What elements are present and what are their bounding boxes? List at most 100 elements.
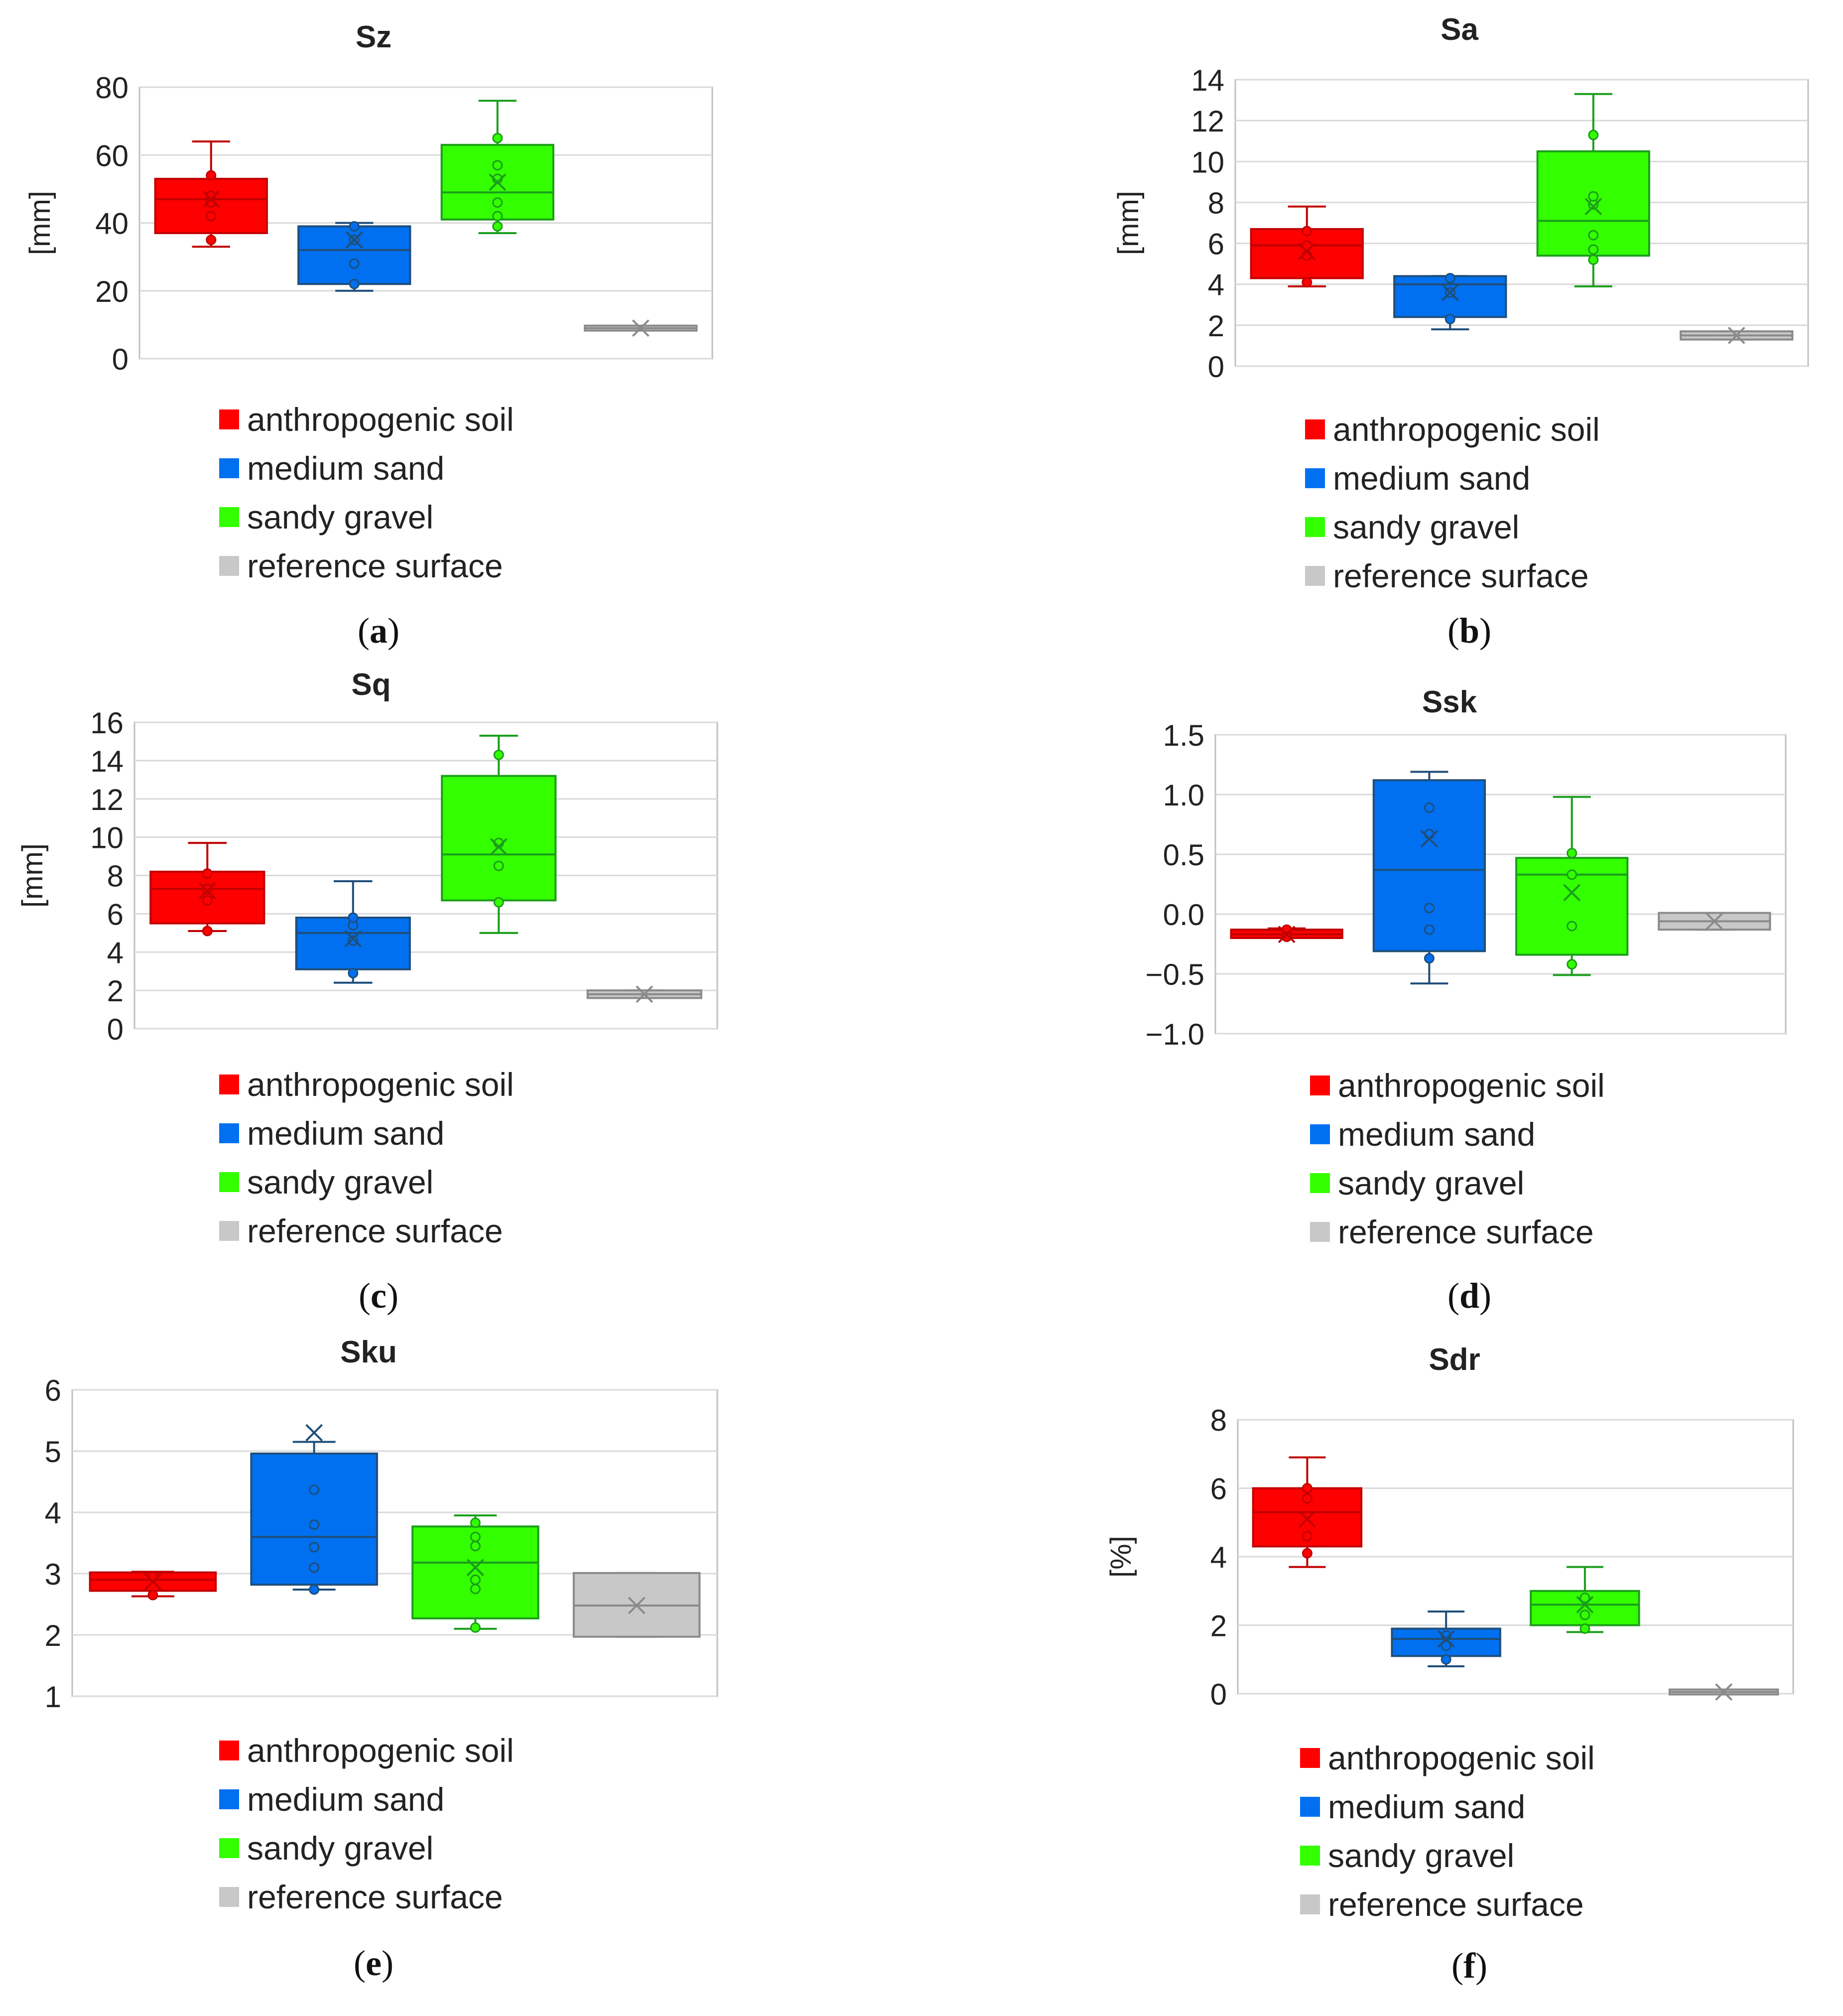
data-point: [470, 1517, 481, 1528]
y-axis-label: [mm]: [16, 843, 49, 908]
legend-item-anthropogenic-soil: anthropogenic soil: [219, 1060, 514, 1109]
data-point: [1588, 191, 1599, 202]
mean-marker: [144, 1573, 162, 1591]
caption-a: (a): [358, 611, 399, 651]
y-tick-label: 5: [45, 1435, 61, 1469]
legend-label: reference surface: [1338, 1213, 1594, 1250]
box-reference-surface: [1680, 326, 1794, 344]
legend-swatch-medium-sand: [1310, 1124, 1330, 1144]
data-point: [1281, 932, 1292, 942]
legend-label: sandy gravel: [247, 1164, 434, 1201]
y-tick-label: 2: [45, 1619, 61, 1652]
mean-marker: [344, 930, 362, 947]
data-point: [1567, 869, 1578, 880]
legend-item-sandy-gravel: sandy gravel: [219, 1158, 514, 1207]
mean-marker: [1563, 884, 1581, 902]
legend-item-anthropogenic-soil: anthropogenic soil: [219, 1726, 514, 1775]
legend-label: medium sand: [247, 1115, 445, 1152]
legend-label: sandy gravel: [247, 1830, 434, 1867]
chart-title: Sku: [340, 1335, 397, 1369]
data-point: [492, 160, 503, 171]
legend-label: medium sand: [247, 1781, 445, 1818]
legend-swatch-reference-surface: [219, 1221, 239, 1241]
mean-marker: [636, 985, 654, 1003]
y-tick-label: 0: [1208, 350, 1224, 384]
box-anthropogenic-soil: [149, 842, 265, 937]
legend-label: medium sand: [1338, 1116, 1536, 1153]
data-point: [1580, 1623, 1590, 1634]
mean-marker: [305, 1424, 323, 1442]
box-medium-sand: [1372, 771, 1486, 985]
chart-panel-a: Sz 0 20 40 60 80 [mm] anthropogenic soil mediu…: [0, 0, 747, 658]
data-point: [470, 1531, 481, 1542]
box-sandy-gravel: [441, 734, 557, 934]
data-point: [348, 935, 359, 946]
chart-panel-b: Sa 0 2 4 6 8 10 12 14 [mm] anthropogenic soil med…: [1071, 0, 1843, 658]
legend-label: medium sand: [1328, 1788, 1526, 1825]
y-tick-label: 6: [45, 1374, 61, 1407]
legend-label: reference surface: [247, 1212, 503, 1249]
mean-marker: [1576, 1596, 1594, 1613]
box-anthropogenic-soil: [89, 1571, 217, 1601]
mean-marker: [1278, 926, 1296, 943]
data-point: [1567, 959, 1578, 970]
legend-label: reference surface: [1333, 557, 1589, 594]
legend-swatch-reference-surface: [219, 556, 239, 576]
legend-label: anthropogenic soil: [1328, 1740, 1595, 1776]
legend-item-reference-surface: reference surface: [1310, 1208, 1605, 1256]
data-point: [1302, 1483, 1313, 1493]
y-tick-label: 14: [1191, 64, 1224, 97]
legend-label: sandy gravel: [1338, 1165, 1525, 1202]
legend-swatch-reference-surface: [219, 1887, 239, 1907]
box-sandy-gravel: [411, 1514, 539, 1633]
mean-marker: [345, 231, 363, 249]
legend-swatch-medium-sand: [219, 1789, 239, 1809]
box-reference-surface: [584, 319, 698, 337]
legend-item-medium-sand: medium sand: [1305, 454, 1600, 503]
data-point: [1424, 924, 1435, 935]
legend-label: anthropogenic soil: [247, 1066, 514, 1103]
y-tick-label: 3: [45, 1558, 61, 1591]
data-point: [349, 258, 360, 269]
legend-swatch-medium-sand: [1305, 468, 1325, 488]
legend-swatch-sandy-gravel: [1305, 517, 1325, 537]
data-point: [1302, 1531, 1313, 1542]
legend-swatch-medium-sand: [219, 458, 239, 478]
plot-area: [71, 1389, 718, 1697]
y-tick-label: 12: [1191, 105, 1224, 138]
box-sandy-gravel: [1515, 796, 1629, 976]
legend-label: reference surface: [247, 547, 503, 584]
legend-d: anthropogenic soil medium sand sandy gra…: [1310, 1061, 1605, 1256]
data-point: [206, 170, 217, 181]
y-tick-label: 40: [95, 207, 129, 241]
data-point: [493, 860, 504, 871]
legend-item-reference-surface: reference surface: [1300, 1880, 1595, 1929]
mean-marker: [489, 173, 507, 191]
legend-swatch-reference-surface: [1305, 566, 1325, 586]
data-point: [309, 1562, 320, 1573]
legend-swatch-sandy-gravel: [219, 1172, 239, 1192]
legend-item-reference-surface: reference surface: [219, 1207, 514, 1255]
data-point: [1588, 230, 1599, 241]
chart-c: Sq 0 2 4 6 8 10 12 14 16 [mm]: [16, 668, 718, 1046]
plot-area: [1214, 734, 1787, 1035]
legend-item-medium-sand: medium sand: [219, 444, 514, 493]
y-tick-label: 4: [1208, 269, 1224, 302]
legend-label: sandy gravel: [1328, 1837, 1515, 1874]
y-tick-label: 1.0: [1163, 779, 1204, 812]
legend-b: anthropogenic soil medium sand sandy gra…: [1305, 405, 1600, 600]
y-axis-label: [mm]: [1112, 191, 1145, 255]
y-tick-label: 8: [1210, 1404, 1227, 1437]
data-point: [1302, 277, 1313, 288]
chart-b: Sa 0 2 4 6 8 10 12 14 [mm]: [1112, 12, 1809, 384]
legend-label: anthropogenic soil: [1333, 411, 1600, 448]
chart-title: Sdr: [1429, 1343, 1480, 1377]
legend-swatch-anthropogenic-soil: [219, 1075, 239, 1094]
mean-marker: [1441, 283, 1459, 301]
legend-swatch-sandy-gravel: [1310, 1173, 1330, 1193]
legend-item-medium-sand: medium sand: [1310, 1110, 1605, 1159]
legend-swatch-medium-sand: [219, 1123, 239, 1143]
legend-item-sandy-gravel: sandy gravel: [1300, 1831, 1595, 1880]
legend-item-medium-sand: medium sand: [219, 1775, 514, 1824]
y-tick-label: 6: [1208, 228, 1224, 261]
